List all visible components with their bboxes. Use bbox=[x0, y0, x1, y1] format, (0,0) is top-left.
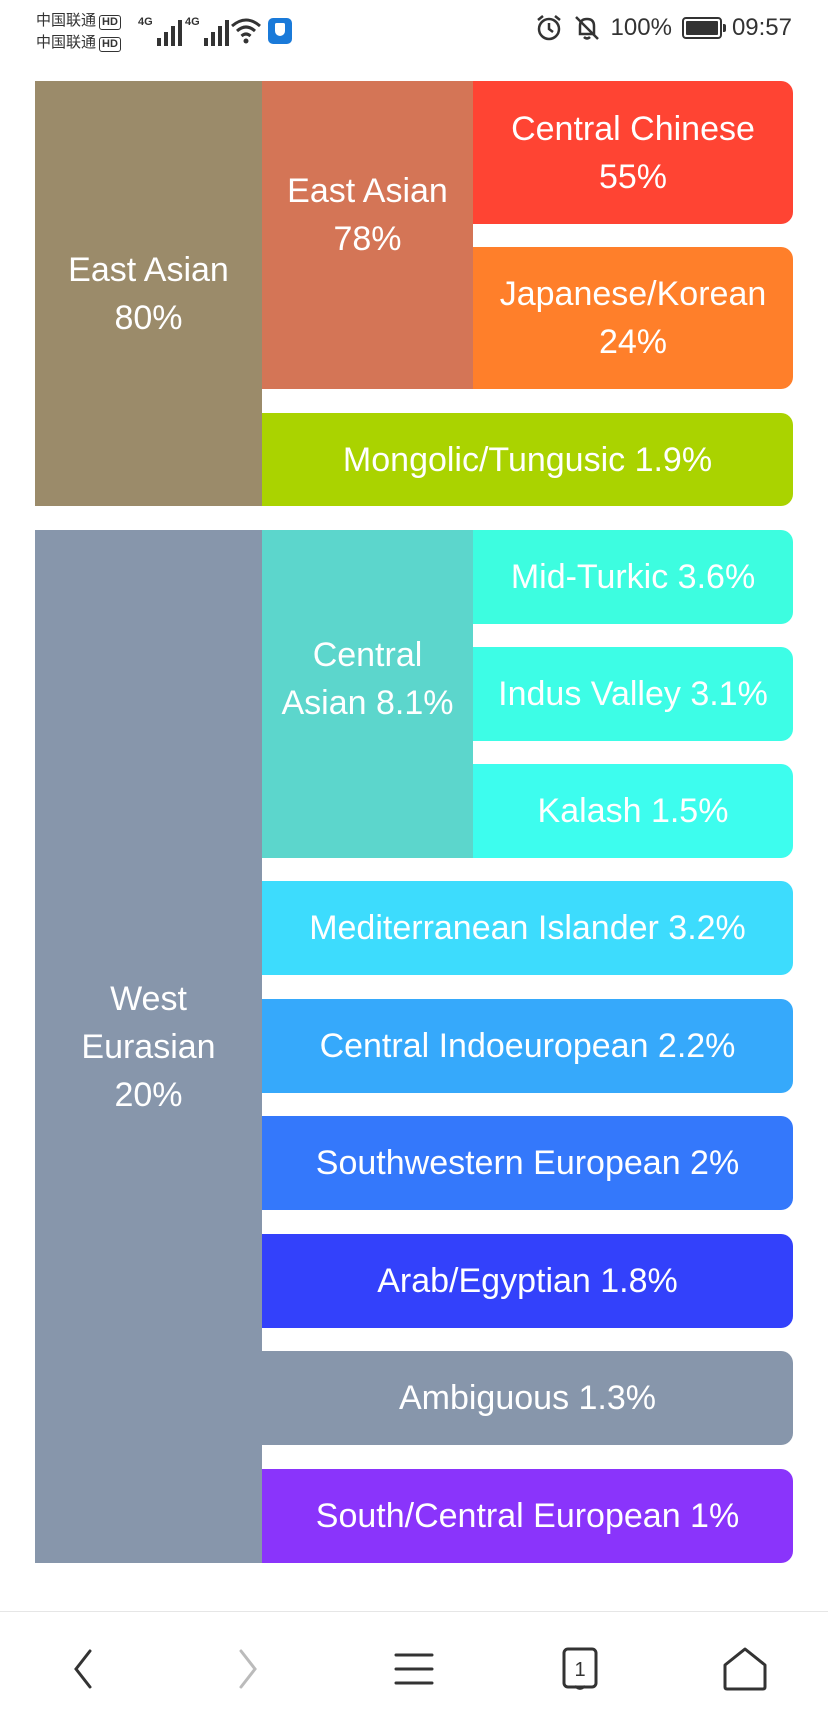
signal-icon: 4G bbox=[185, 16, 229, 46]
block-label: Ambiguous 1.3% bbox=[398, 1379, 657, 1417]
bottom-nav-bar: 1 bbox=[0, 1611, 828, 1722]
arab-egyptian-block[interactable]: Arab/Egyptian 1.8% bbox=[262, 1234, 793, 1328]
west-eurasian-group-block[interactable]: West Eurasian 20% bbox=[35, 530, 262, 1563]
central-chinese-block[interactable]: Central Chinese 55% bbox=[473, 81, 793, 224]
block-label: Indus Valley 3.1% bbox=[498, 675, 768, 713]
block-value: 55% bbox=[598, 157, 668, 196]
tab-count: 1 bbox=[574, 1659, 585, 1681]
block-label: East Asian bbox=[68, 250, 229, 289]
block-label: East Asian bbox=[287, 172, 448, 210]
block-label: Mongolic/Tungusic 1.9% bbox=[342, 440, 713, 479]
shield-icon bbox=[268, 18, 292, 44]
forward-icon bbox=[239, 1649, 257, 1689]
block-label: Central bbox=[312, 636, 423, 674]
home-icon bbox=[723, 1647, 767, 1691]
block-label: Mediterranean Islander 3.2% bbox=[309, 909, 746, 947]
block-value: 80% bbox=[114, 298, 183, 337]
battery-percent: 100% bbox=[610, 14, 672, 41]
network-type: 4G bbox=[138, 16, 153, 28]
block-label: Eurasian bbox=[81, 1027, 216, 1066]
menu-icon bbox=[394, 1653, 434, 1685]
carrier-1: 中国联通 bbox=[36, 12, 97, 29]
wifi-icon bbox=[231, 18, 261, 44]
block-label: West bbox=[110, 979, 187, 1018]
mongolic-tungusic-block[interactable]: Mongolic/Tungusic 1.9% bbox=[262, 413, 793, 506]
block-label: Southwestern European 2% bbox=[315, 1144, 740, 1182]
status-bar: 中国联通 HD 中国联通 HD 4G 4G 100% 09:57 bbox=[0, 0, 828, 64]
hd-badge: HD bbox=[99, 15, 121, 30]
east-asian-sub-block[interactable]: East Asian 78% bbox=[262, 81, 473, 389]
tabs-icon: 1 bbox=[562, 1647, 598, 1690]
tabs-button[interactable]: 1 bbox=[550, 1642, 610, 1696]
back-button[interactable] bbox=[53, 1642, 113, 1696]
carrier-info: 中国联通 HD 中国联通 HD bbox=[36, 10, 121, 54]
battery-icon bbox=[681, 17, 726, 39]
alarm-icon bbox=[536, 15, 561, 41]
menu-button[interactable] bbox=[384, 1642, 444, 1696]
network-type: 4G bbox=[185, 16, 200, 28]
mute-bell-icon bbox=[574, 16, 599, 40]
clock: 09:57 bbox=[731, 14, 792, 41]
signal-icon: 4G bbox=[138, 16, 182, 46]
block-label: Arab/Egyptian 1.8% bbox=[377, 1262, 678, 1300]
forward-button[interactable] bbox=[218, 1642, 278, 1696]
block-label: South/Central European 1% bbox=[315, 1497, 740, 1535]
central-asian-block[interactable]: Central Asian 8.1% bbox=[262, 530, 473, 858]
block-value: 24% bbox=[598, 323, 668, 361]
indus-valley-block[interactable]: Indus Valley 3.1% bbox=[473, 647, 793, 741]
block-label: Asian 8.1% bbox=[281, 684, 454, 722]
southwestern-european-block[interactable]: Southwestern European 2% bbox=[262, 1116, 793, 1210]
kalash-block[interactable]: Kalash 1.5% bbox=[473, 764, 793, 858]
central-indoeuropean-block[interactable]: Central Indoeuropean 2.2% bbox=[262, 999, 793, 1093]
japanese-korean-block[interactable]: Japanese/Korean 24% bbox=[473, 247, 793, 389]
carrier-2: 中国联通 bbox=[36, 34, 97, 51]
block-label: Mid-Turkic 3.6% bbox=[510, 558, 756, 596]
block-label: Central Indoeuropean 2.2% bbox=[319, 1027, 736, 1065]
hd-badge: HD bbox=[99, 37, 121, 52]
mid-turkic-block[interactable]: Mid-Turkic 3.6% bbox=[473, 530, 793, 624]
block-label: Japanese/Korean bbox=[499, 275, 767, 313]
block-label: Kalash 1.5% bbox=[537, 792, 729, 830]
block-value: 78% bbox=[333, 220, 402, 258]
block-label: Central Chinese bbox=[511, 109, 755, 148]
ambiguous-block[interactable]: Ambiguous 1.3% bbox=[262, 1351, 793, 1445]
home-button[interactable] bbox=[715, 1642, 775, 1696]
east-asian-group-block[interactable]: East Asian 80% bbox=[35, 81, 262, 506]
mediterranean-islander-block[interactable]: Mediterranean Islander 3.2% bbox=[262, 881, 793, 975]
back-icon bbox=[74, 1649, 92, 1689]
south-central-european-block[interactable]: South/Central European 1% bbox=[262, 1469, 793, 1563]
block-value: 20% bbox=[114, 1075, 183, 1114]
